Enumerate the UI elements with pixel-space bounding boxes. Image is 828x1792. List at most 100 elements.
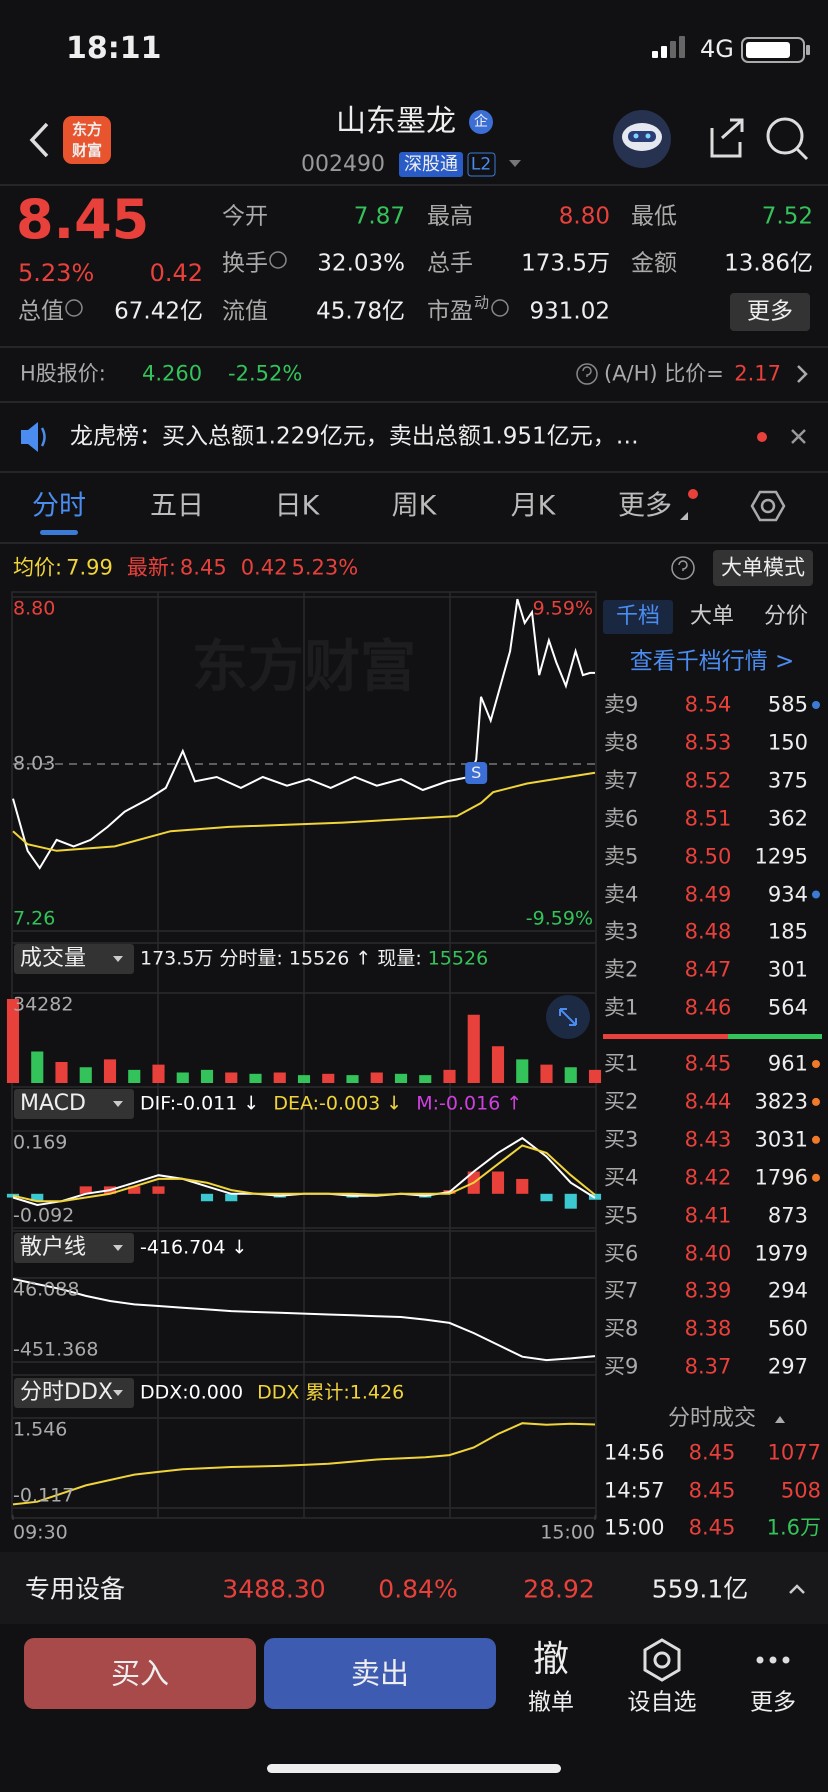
macd-bar: [200, 1193, 214, 1202]
tag: 深股通: [404, 154, 458, 175]
price-line: [12, 1144, 596, 1203]
buy-button-bg[interactable]: [24, 1638, 256, 1709]
book-price: 8.47: [684, 957, 732, 982]
volume-bar: [346, 1075, 359, 1083]
expand-button[interactable]: [546, 995, 590, 1039]
indicator-selector[interactable]: 散户线: [20, 1235, 87, 1260]
volume-bar: [540, 1064, 553, 1083]
settings-button[interactable]: [750, 490, 786, 522]
book-level: 卖9: [604, 692, 639, 717]
more-button-bg[interactable]: [730, 293, 810, 331]
y-tick-label: -0.092: [13, 1204, 75, 1227]
share-button[interactable]: [710, 118, 744, 158]
mode-button[interactable]: 大单模式: [721, 555, 805, 580]
indicator-label: -416.704 ↓: [140, 1236, 248, 1259]
volume-bar: [443, 1069, 456, 1083]
volume-bar: [6, 998, 20, 1083]
indicator-selector[interactable]: 分时DDX: [20, 1380, 113, 1405]
robot-avatar[interactable]: [613, 110, 671, 168]
tab[interactable]: 日K: [274, 490, 320, 522]
info-icon[interactable]: [491, 299, 509, 317]
indicator-label: DEA:-0.003 ↓: [273, 1092, 403, 1115]
selector-bg[interactable]: [14, 1089, 134, 1119]
sell-button[interactable]: 卖出: [350, 1656, 410, 1691]
info-icon[interactable]: [65, 299, 83, 317]
back-button[interactable]: [29, 122, 49, 158]
signal-label: S: [471, 763, 482, 782]
tab[interactable]: 月K: [510, 490, 556, 522]
indicator-selector[interactable]: 成交量: [20, 946, 87, 971]
info-change-pct: 5.23%: [291, 555, 359, 580]
tag-box: [399, 152, 463, 177]
field-value: 173.5万: [521, 250, 610, 277]
tab[interactable]: 分时: [32, 490, 86, 522]
action-label[interactable]: 更多: [750, 1689, 796, 1716]
trade-price: 8.45: [688, 1515, 736, 1540]
more-icon[interactable]: [756, 1656, 790, 1664]
selector-bg[interactable]: [14, 1233, 134, 1263]
tab[interactable]: 周K: [391, 490, 437, 522]
volume-bar: [516, 1059, 529, 1083]
book-volume: 301: [767, 957, 808, 982]
dropdown-icon: [113, 1245, 123, 1251]
trade-volume: 1077: [767, 1440, 821, 1465]
macd-bar: [540, 1193, 553, 1202]
tab[interactable]: 五日: [150, 490, 204, 522]
selector-bg[interactable]: [14, 1378, 134, 1408]
sector-name[interactable]: 专用设备: [25, 1574, 126, 1604]
field-label: 最低: [631, 203, 677, 230]
trade-volume: 1.6万: [766, 1515, 821, 1540]
dropdown-icon[interactable]: [509, 160, 521, 167]
x-tick-label: 15:00: [540, 1521, 595, 1544]
buy-button[interactable]: 买入: [110, 1656, 170, 1691]
action-label[interactable]: 设自选: [627, 1689, 697, 1716]
book-level: 买9: [604, 1354, 639, 1379]
info-change: 0.42: [240, 555, 288, 580]
chevron-icon[interactable]: [797, 365, 808, 383]
expand-icon[interactable]: [789, 1584, 805, 1594]
field-label: 换手: [222, 250, 268, 277]
mode-button-bg[interactable]: [713, 550, 813, 586]
help-icon[interactable]: [671, 556, 695, 580]
volume-bar: [249, 1073, 262, 1083]
sector-change: 28.92: [523, 1574, 595, 1604]
tag: L2: [470, 154, 492, 175]
sell-button-bg[interactable]: [264, 1638, 496, 1709]
info-icon[interactable]: [269, 251, 287, 269]
book-price: 8.40: [684, 1241, 732, 1265]
action-label[interactable]: 撤单: [528, 1689, 574, 1716]
panel-cover: [598, 1402, 828, 1552]
macd-bar: [152, 1186, 165, 1194]
selector-bg[interactable]: [14, 944, 134, 974]
book-tab[interactable]: 大单: [689, 604, 735, 629]
book-volume: 1796: [754, 1165, 808, 1190]
field-sup: 动: [474, 293, 490, 312]
field-value: 45.78亿: [316, 298, 405, 325]
indicator-selector[interactable]: MACD: [20, 1091, 86, 1116]
field-label: 流值: [222, 298, 268, 325]
price-line: [12, 1278, 596, 1362]
book-price: 8.49: [684, 882, 732, 906]
indicator-label: DDX:0.000: [140, 1381, 244, 1404]
tab[interactable]: 更多: [618, 490, 672, 522]
notice-text[interactable]: 龙虎榜：买入总额1.229亿元，卖出总额1.951亿元，…: [70, 423, 639, 450]
book-tab[interactable]: 千档: [615, 604, 661, 629]
cancel-icon[interactable]: 撤: [532, 1639, 570, 1680]
volume-bar: [273, 1072, 286, 1083]
dropdown-icon: [113, 1101, 123, 1107]
search-button[interactable]: [766, 117, 809, 161]
collapse-icon[interactable]: [775, 1416, 785, 1423]
tab-underline: [40, 530, 78, 535]
more-button[interactable]: 更多: [747, 298, 793, 325]
help-icon[interactable]: [576, 363, 598, 385]
volume-bar: [370, 1072, 383, 1083]
volume-bar: [79, 1067, 92, 1083]
trade-price: 8.45: [688, 1440, 736, 1465]
depth-link[interactable]: 查看千档行情 >: [629, 648, 795, 675]
h-change: -2.52%: [228, 361, 303, 386]
book-tab[interactable]: 分价: [763, 604, 809, 629]
close-button[interactable]: [791, 429, 806, 444]
watchlist-icon[interactable]: [643, 1638, 681, 1682]
volume-bar: [103, 1059, 117, 1083]
